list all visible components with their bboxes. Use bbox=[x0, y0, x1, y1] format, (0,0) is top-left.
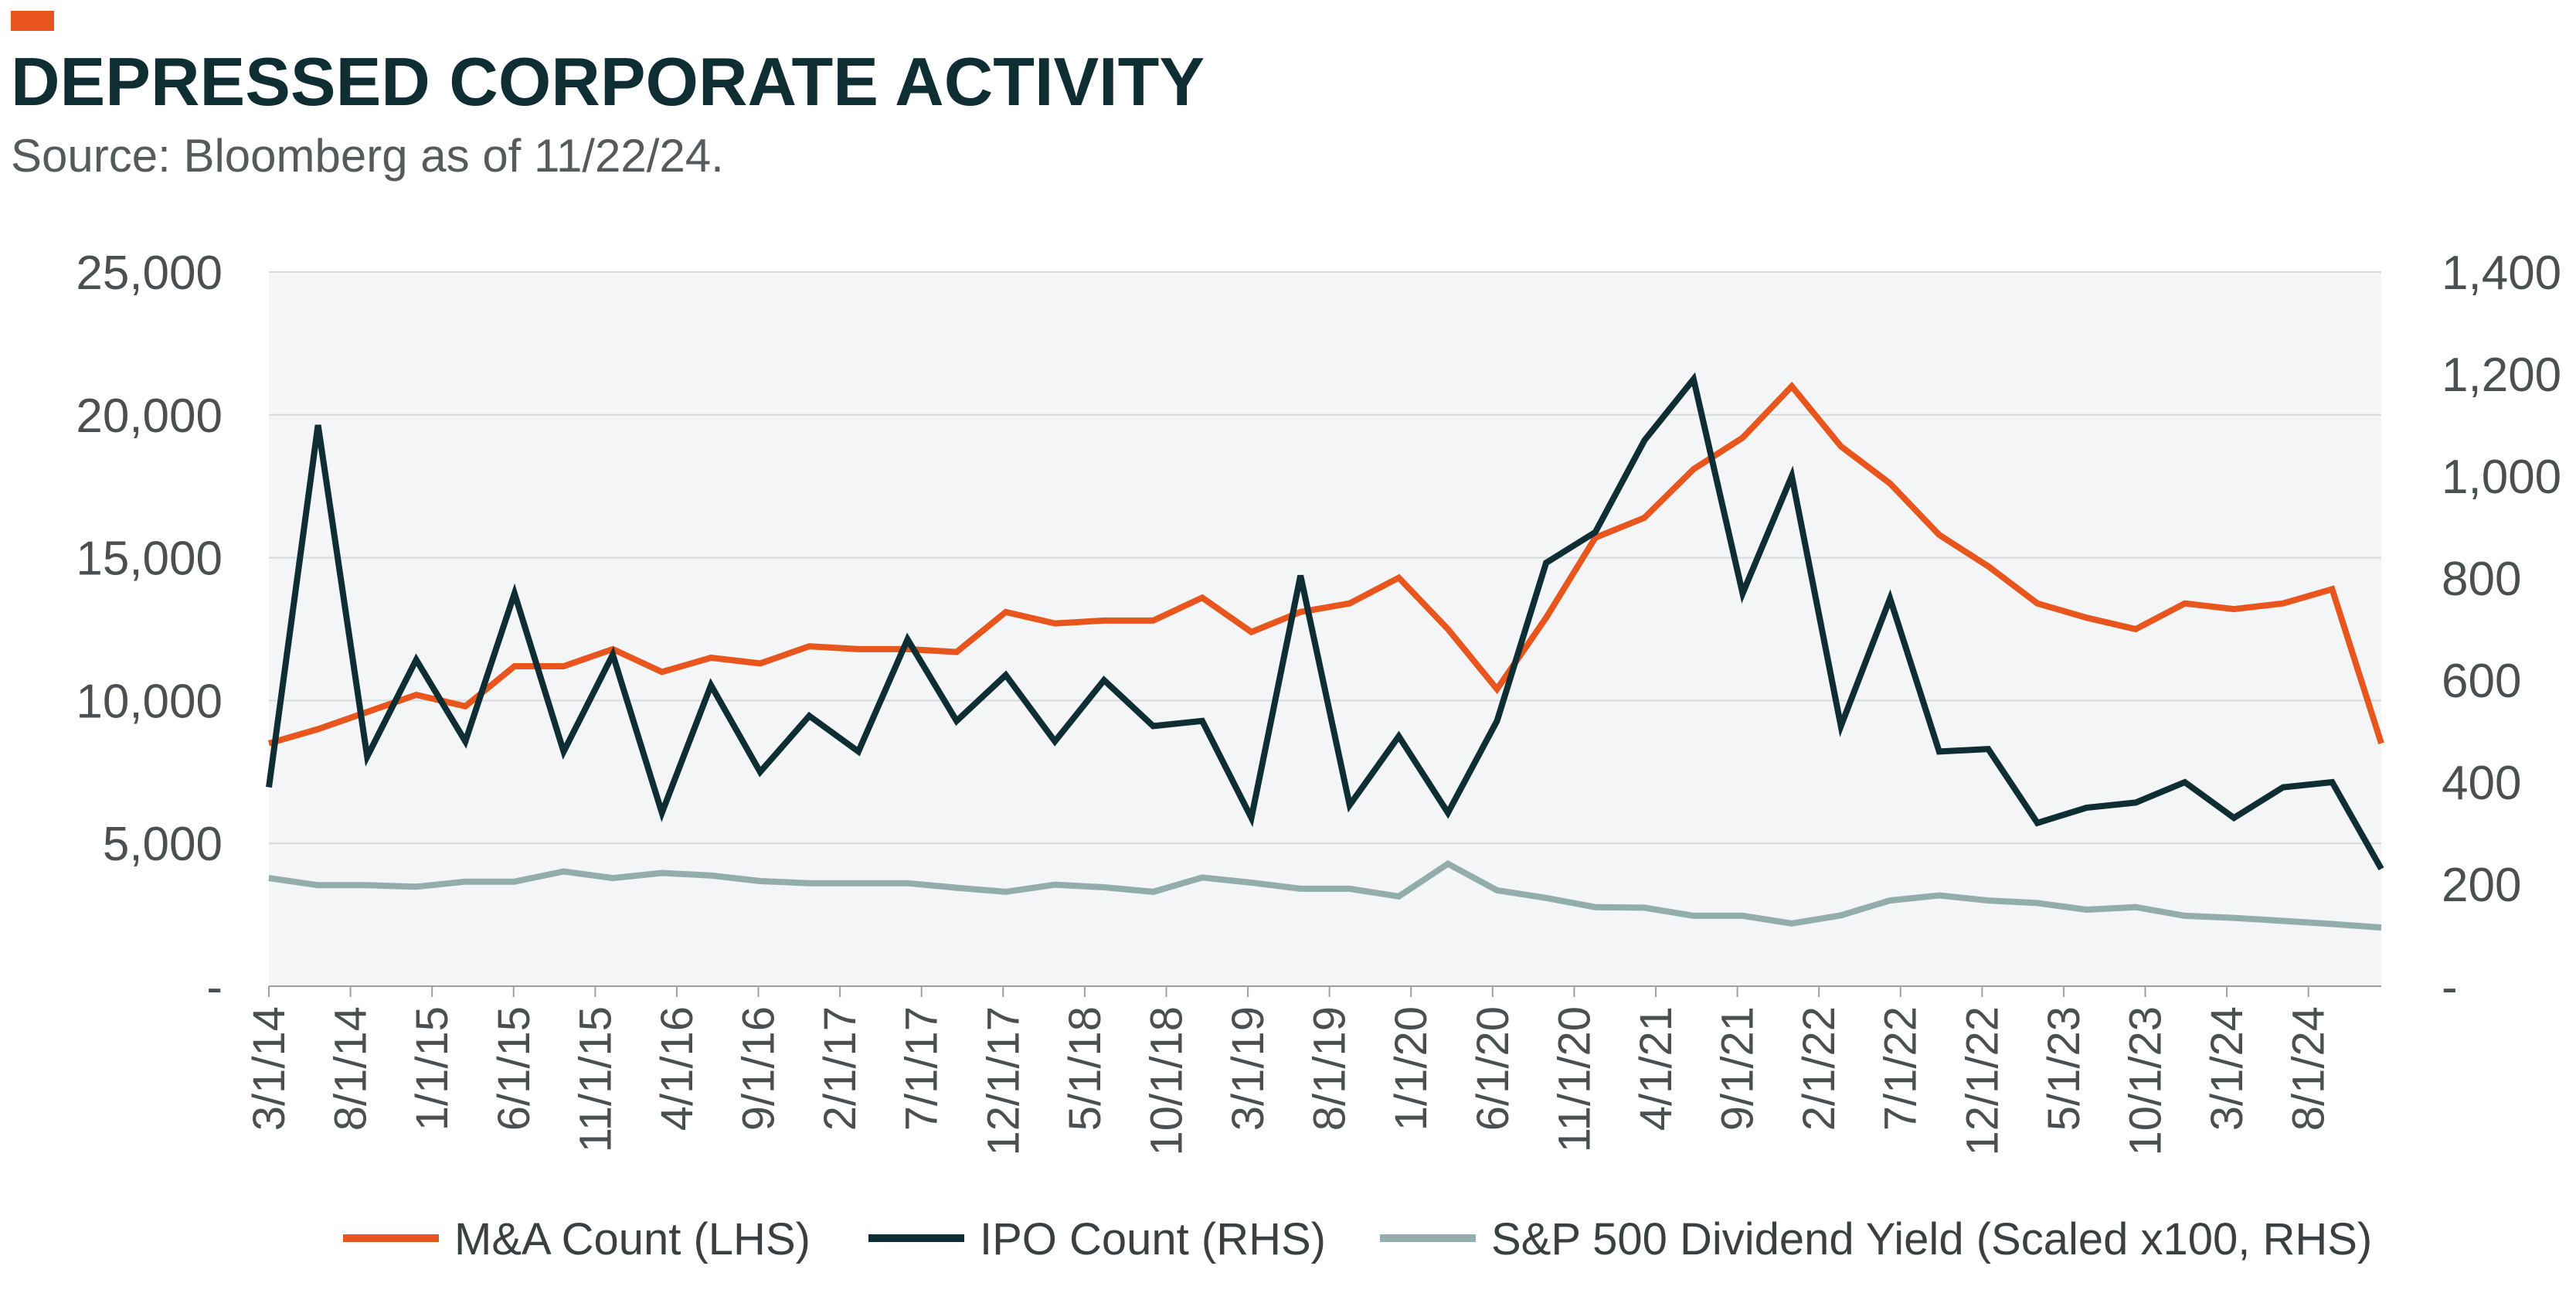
x-tick-label: 5/1/18 bbox=[1060, 1006, 1110, 1131]
right-tick-label: 800 bbox=[2442, 553, 2521, 606]
x-tick-label: 6/1/15 bbox=[489, 1006, 539, 1131]
x-tick-label: 2/1/17 bbox=[815, 1006, 865, 1131]
x-tick-label: 3/1/24 bbox=[2202, 1006, 2252, 1131]
left-tick-label: 15,000 bbox=[76, 533, 223, 586]
right-tick-label: - bbox=[2442, 961, 2458, 1014]
legend: M&A Count (LHS) IPO Count (RHS) S&P 500 Di… bbox=[343, 1214, 2372, 1264]
x-tick-label: 8/1/24 bbox=[2284, 1006, 2334, 1131]
left-tick-label: 10,000 bbox=[76, 675, 223, 728]
x-tick-label: 9/1/21 bbox=[1713, 1006, 1763, 1131]
x-axis: 3/1/14 8/1/14 1/1/15 6/1/15 11/1/15 4/1/16 9/1… bbox=[244, 985, 2381, 1156]
series-line-ma-count bbox=[267, 381, 2384, 747]
x-tick-label: 12/1/22 bbox=[1957, 1006, 2007, 1156]
legend-label: S&P 500 Dividend Yield (Scaled x100, RHS… bbox=[1491, 1214, 2372, 1264]
x-tick-label: 11/1/15 bbox=[570, 1006, 620, 1152]
x-tick-label: 10/1/23 bbox=[2121, 1006, 2171, 1156]
accent-bar bbox=[11, 11, 54, 31]
x-tick-label: 5/1/23 bbox=[2039, 1006, 2089, 1131]
x-tick-label: 12/1/17 bbox=[978, 1006, 1028, 1156]
right-tick-label: 200 bbox=[2442, 859, 2521, 912]
x-tick-label: 7/1/22 bbox=[1876, 1006, 1926, 1131]
x-tick-label: 11/1/20 bbox=[1549, 1006, 1599, 1152]
left-y-axis: - 5,000 10,000 15,000 20,000 25,000 bbox=[76, 247, 223, 1014]
right-tick-label: 1,000 bbox=[2442, 451, 2561, 504]
x-tick-label: 6/1/20 bbox=[1468, 1006, 1518, 1131]
left-tick-label: 25,000 bbox=[76, 247, 223, 300]
right-tick-label: 600 bbox=[2442, 655, 2521, 708]
chart-source-note: Source: Bloomberg as of 11/22/24. bbox=[11, 130, 724, 182]
series-line-ipo-count bbox=[266, 372, 2384, 871]
plot-area bbox=[269, 272, 2381, 986]
x-tick-label: 9/1/16 bbox=[734, 1006, 784, 1131]
x-tick-label: 3/1/14 bbox=[244, 1006, 294, 1131]
left-tick-label: 5,000 bbox=[103, 818, 223, 871]
series-line-dividend-yield bbox=[268, 859, 2382, 931]
left-tick-label: 20,000 bbox=[76, 390, 223, 443]
series-lines bbox=[266, 372, 2384, 931]
x-tick-label: 8/1/19 bbox=[1305, 1006, 1355, 1131]
x-tick-label: 1/1/15 bbox=[407, 1006, 457, 1131]
right-tick-label: 400 bbox=[2442, 757, 2521, 810]
right-y-axis: - 200 400 600 800 1,000 1,200 1,400 bbox=[2442, 247, 2561, 1014]
legend-label: M&A Count (LHS) bbox=[454, 1214, 811, 1264]
legend-label: IPO Count (RHS) bbox=[980, 1214, 1326, 1264]
x-tick-label: 7/1/17 bbox=[897, 1006, 947, 1131]
x-tick-label: 3/1/19 bbox=[1223, 1006, 1273, 1131]
x-tick-label: 4/1/16 bbox=[652, 1006, 702, 1131]
x-tick-label: 1/1/20 bbox=[1386, 1006, 1436, 1131]
x-tick-label: 10/1/18 bbox=[1141, 1006, 1191, 1156]
x-tick-label: 2/1/22 bbox=[1794, 1006, 1844, 1131]
x-tick-label: 8/1/14 bbox=[326, 1006, 376, 1131]
right-tick-label: 1,400 bbox=[2442, 247, 2561, 300]
left-tick-label: - bbox=[206, 961, 223, 1014]
chart-title: DEPRESSED CORPORATE ACTIVITY bbox=[11, 43, 1205, 120]
right-tick-label: 1,200 bbox=[2442, 349, 2561, 402]
x-tick-label: 4/1/21 bbox=[1631, 1006, 1681, 1131]
